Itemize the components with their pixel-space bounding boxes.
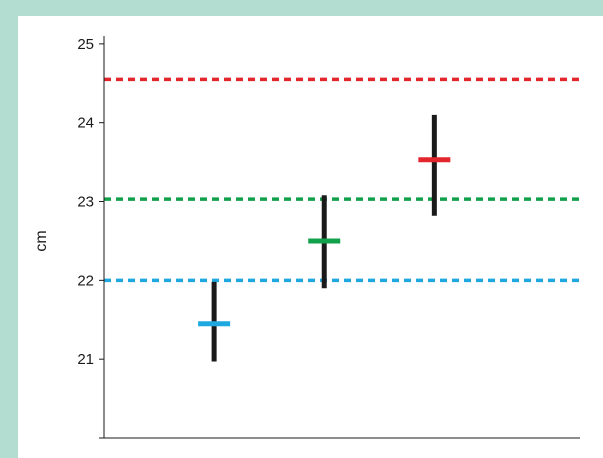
error-bars (198, 114, 451, 362)
y-tick-label: 24 (77, 115, 94, 132)
axes: 21 22 23 24 25 cm (33, 36, 580, 439)
reference-lines (104, 77, 583, 283)
y-axis-title: cm (33, 230, 50, 251)
y-tick-label: 21 (77, 351, 94, 368)
chart-panel (18, 16, 603, 458)
y-ticks: 21 22 23 24 25 (77, 36, 104, 439)
y-tick-label: 25 (77, 36, 94, 53)
y-tick-label: 23 (77, 194, 94, 211)
y-tick-label: 22 (77, 272, 94, 289)
